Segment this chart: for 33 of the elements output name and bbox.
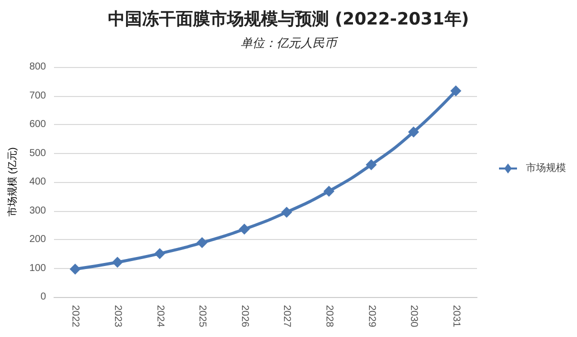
y-axis-title: 市场规模 (亿元)	[6, 147, 18, 217]
y-tick-label: 0	[40, 292, 46, 302]
legend-label: 市场规模	[526, 162, 566, 174]
point	[238, 224, 250, 235]
x-tick-label: 2026	[238, 305, 250, 328]
y-tick-label: 700	[29, 90, 46, 102]
point	[323, 186, 334, 197]
x-tick-label: 2025	[196, 305, 208, 328]
x-tick-label: 2031	[450, 305, 462, 328]
chart-title: 中国冻干面膜市场规模与预测 (2022-2031年)	[108, 10, 470, 30]
x-tick-label: 2024	[154, 305, 166, 328]
point	[450, 85, 462, 96]
point	[281, 206, 292, 218]
point	[70, 264, 81, 275]
x-tick-label: 2030	[408, 305, 420, 328]
y-tick-label: 500	[29, 148, 46, 159]
x-tick-label: 2022	[70, 305, 81, 328]
y-tick-label: 100	[29, 262, 46, 274]
point	[366, 159, 377, 170]
point	[408, 126, 420, 138]
y-tick-label: 800	[29, 62, 46, 72]
point	[154, 248, 166, 260]
x-tick-label: 2028	[323, 305, 334, 328]
point	[112, 256, 123, 268]
x-tick-label: 2029	[366, 305, 377, 328]
y-tick-label: 600	[29, 119, 46, 130]
y-tick-label: 400	[29, 176, 46, 188]
chart-subtitle: 单位：亿元人民币	[240, 36, 338, 50]
y-tick-label: 200	[29, 234, 46, 245]
point	[196, 237, 208, 248]
x-tick-label: 2027	[281, 305, 292, 328]
x-tick-label: 2023	[112, 305, 123, 328]
y-tick-label: 300	[29, 205, 46, 216]
